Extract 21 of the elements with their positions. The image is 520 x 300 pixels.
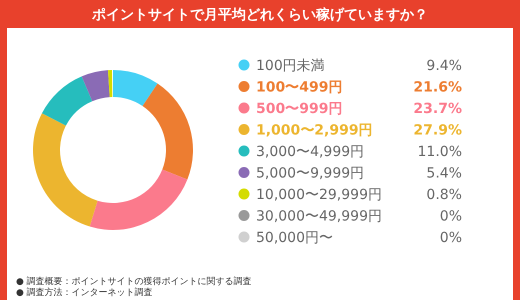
text: 0%	[440, 230, 462, 246]
text: 0%	[440, 208, 462, 224]
legend-label: 100円未満	[256, 58, 325, 74]
data-label: 0.8%	[426, 187, 462, 203]
data-label: 27.9%	[413, 122, 462, 138]
text: ● 調査概要：ポイントサイトの獲得ポイントに関する調査	[16, 276, 252, 287]
data-label: 5.4%	[426, 166, 462, 182]
legend-label: 30,000〜49,999円	[256, 208, 382, 224]
legend-label: 1,000〜2,999円	[256, 122, 373, 138]
legend-label: 100〜499円	[256, 80, 342, 96]
data-label: 9.4%	[426, 58, 462, 74]
legend-label: 3,000〜4,999円	[256, 144, 364, 160]
legend-label: 500〜999円	[256, 101, 342, 117]
legend-label: 50,000円〜	[256, 230, 333, 246]
chart-title: ポイントサイトで月平均どれくらい稼げていますか？	[91, 6, 428, 23]
text: ● 調査方法：インターネット調査	[16, 287, 153, 298]
data-label: 11.0%	[418, 144, 462, 160]
data-label: 23.7%	[413, 101, 462, 117]
legend-label: 5,000〜9,999円	[256, 166, 364, 182]
legend-label: 10,000〜29,999円	[256, 187, 382, 203]
data-label: 21.6%	[413, 80, 462, 96]
